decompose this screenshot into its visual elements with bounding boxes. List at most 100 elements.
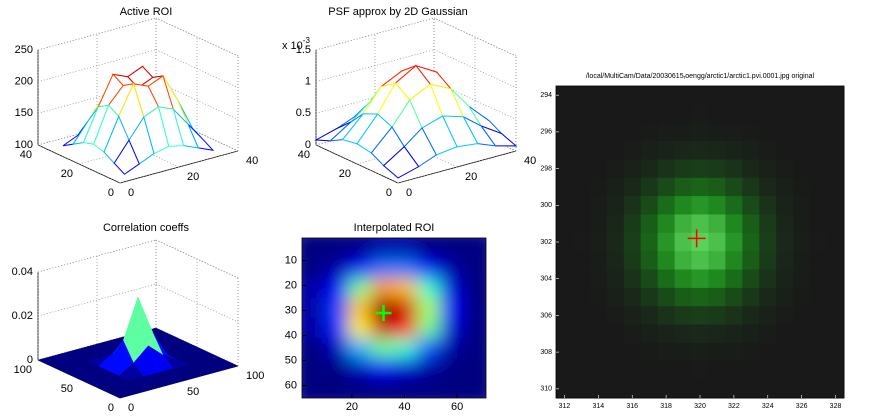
center-marker [687,229,706,248]
image-pixel [742,86,760,105]
image-pixel [810,342,828,362]
image-pixel [589,306,608,325]
y-tick-label: 304 [540,276,552,283]
image-pixel [606,324,625,344]
y-tick-label: 40 [20,149,32,161]
heatmap-cell [463,238,486,259]
image-pixel [674,379,692,399]
y-tick-label: 308 [540,349,552,356]
image-pixel [657,196,675,215]
heatmap-cell [463,278,486,299]
surface-patch [109,389,136,399]
image-pixel [623,251,642,270]
image-pixel [623,342,642,362]
image-pixel [725,306,743,325]
heatmap-cell [348,258,372,279]
y-tick-label: 20 [339,168,351,180]
heatmap-cell [371,378,395,398]
image-pixel [556,177,574,197]
image-pixel [606,361,625,381]
heatmap-cell [371,258,395,279]
heatmap-cell [394,258,418,279]
heatmap-cell [348,318,372,339]
image-pixel [793,196,811,215]
image-pixel [742,122,760,142]
heatmap-cell [302,278,326,299]
image-pixel [674,342,692,362]
z-tick-label: 100 [15,139,33,151]
heatmap-cell [325,258,349,279]
image-pixel [793,122,811,142]
image-pixel [640,324,659,344]
z-tick-label: 0 [305,139,311,151]
image-pixel [759,251,777,270]
image-pixel [793,251,811,270]
image-pixel [556,361,574,381]
image-pixel [556,287,574,307]
image-pixel [708,379,726,399]
image-pixel [589,342,608,362]
z-tick-label: 0.02 [12,310,33,322]
z-tick-label: 0.04 [12,266,33,278]
image-pixel [793,287,811,307]
image-pixel [623,361,642,381]
image-pixel [623,324,642,344]
grid-line [155,283,239,323]
image-pixel [793,324,811,344]
image-pixel [556,122,574,142]
image-pixel [623,196,642,215]
image-pixel [776,86,794,105]
image-pixel [725,232,743,252]
image-pixel [742,104,760,124]
image-pixel [572,342,591,362]
image-pixel [556,86,574,105]
image-pixel [810,159,828,179]
image-pixel [674,251,692,270]
image-pixel [606,232,625,252]
image-pixel [776,324,794,344]
heatmap-cell [440,298,464,319]
image-pixel [572,232,591,252]
image-pixel [742,177,760,197]
x-tick-label: 0 [128,402,134,414]
image-pixel [606,306,625,325]
x-tick-label: 20 [187,171,199,183]
image-pixel [691,141,709,160]
image-pixel [691,361,709,381]
image-pixel [776,122,794,142]
heatmap-cell [325,318,349,339]
heatmap-cell [348,358,372,379]
image-pixel [589,269,608,289]
image-pixel [572,251,591,270]
image-pixel [640,361,659,381]
heatmap-cell [325,238,349,259]
y-tick-label: 296 [540,129,552,136]
image-pixel [810,251,828,270]
image-pixel [793,86,811,105]
image-pixel [657,287,675,307]
axis-scale-label: x 10-3 [282,36,310,52]
image-pixel [742,232,760,252]
image-pixel [606,104,625,124]
image-pixel [742,342,760,362]
image-pixel [810,86,828,105]
image-pixel [725,214,743,234]
x-tick-label: 20 [465,171,477,183]
image-pixel [674,104,692,124]
heatmap-cell [394,378,418,398]
heatmap-cell [371,238,395,259]
heatmap-cell [394,298,418,319]
image-pixel [742,196,760,215]
z-tick-label: 1 [305,76,311,88]
y-tick-label: 0 [108,402,114,414]
image-pixel [759,342,777,362]
heatmap-cell [440,378,464,398]
y-tick-label: 10 [285,254,297,266]
image-pixel [691,251,709,270]
image-pixel [776,104,794,124]
image-pixel [810,196,828,215]
image-pixel [708,287,726,307]
image-pixel [657,104,675,124]
image-pixel [725,177,743,197]
image-pixel [827,159,845,179]
